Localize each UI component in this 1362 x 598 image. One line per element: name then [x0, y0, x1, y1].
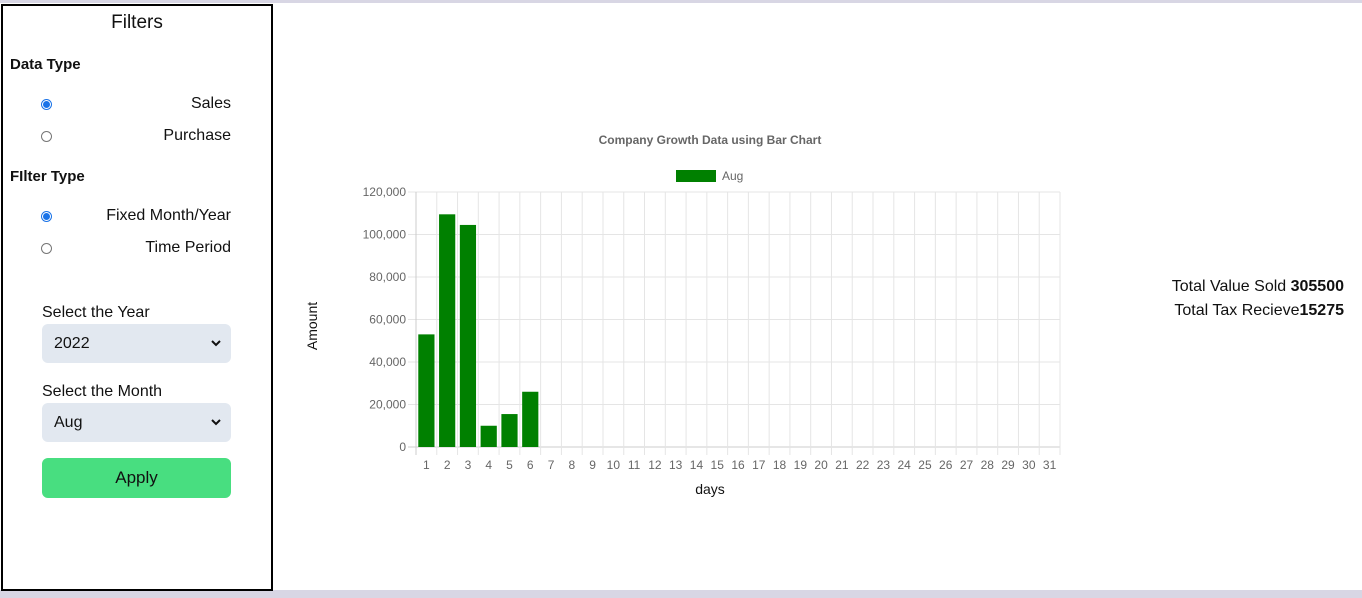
x-tick-label: 13 — [669, 458, 683, 472]
y-axis-ticks: 0 20,000 40,000 60,000 80,000 100,000 120,000 — [363, 185, 407, 454]
x-tick-label: 22 — [856, 458, 870, 472]
x-tick-label: 20 — [814, 458, 828, 472]
year-select[interactable]: 2022 — [42, 324, 231, 363]
year-label: Select the Year — [42, 304, 150, 321]
radio-purchase-label: Purchase — [163, 127, 231, 144]
month-select-value: Aug — [54, 414, 83, 431]
x-tick-label: 30 — [1022, 458, 1036, 472]
x-tick-label: 18 — [773, 458, 787, 472]
x-tick-label: 1 — [423, 458, 430, 472]
x-tick-label: 4 — [485, 458, 492, 472]
x-tick-label: 14 — [690, 458, 704, 472]
radio-time-period-circle[interactable] — [41, 243, 52, 254]
radio-fixed-month-year-label: Fixed Month/Year — [106, 207, 231, 224]
y-tick-label: 60,000 — [369, 313, 406, 327]
radio-sales-circle[interactable] — [41, 99, 52, 110]
x-tick-label: 15 — [711, 458, 725, 472]
chart-title: Company Growth Data using Bar Chart — [599, 133, 822, 147]
x-tick-label: 17 — [752, 458, 766, 472]
y-tick-label: 120,000 — [363, 185, 407, 199]
bar-chart: Company Growth Data using Bar Chart Aug … — [304, 133, 1061, 497]
x-tick-label: 27 — [960, 458, 974, 472]
x-tick-label: 7 — [548, 458, 555, 472]
bar — [480, 425, 497, 447]
chart-grid — [408, 191, 1061, 455]
data-type-heading: Data Type — [10, 56, 81, 73]
x-tick-label: 25 — [918, 458, 932, 472]
bar — [459, 224, 477, 447]
total-tax-amount: 15275 — [1299, 302, 1345, 319]
apply-button[interactable]: Apply — [42, 458, 231, 498]
legend-label: Aug — [722, 169, 743, 183]
total-tax-label: Total Tax Recieve — [1174, 302, 1300, 319]
totals-panel: Total Value Sold 305500 Total Tax Reciev… — [1172, 275, 1344, 323]
radio-purchase-circle[interactable] — [41, 131, 52, 142]
chevron-down-icon — [211, 340, 221, 347]
x-tick-label: 2 — [444, 458, 451, 472]
x-tick-label: 29 — [1001, 458, 1015, 472]
x-tick-label: 3 — [465, 458, 472, 472]
x-tick-label: 23 — [877, 458, 891, 472]
bar — [418, 334, 435, 447]
radio-fixed-month-year[interactable]: Fixed Month/Year — [41, 207, 231, 229]
total-tax-received: Total Tax Recieve15275 — [1172, 299, 1344, 323]
x-tick-label: 5 — [506, 458, 513, 472]
radio-time-period[interactable]: Time Period — [41, 239, 231, 261]
radio-purchase[interactable]: Purchase — [41, 127, 231, 149]
total-value-sold-label: Total Value Sold — [1171, 278, 1291, 295]
bar — [439, 214, 456, 447]
x-tick-label: 12 — [648, 458, 662, 472]
y-tick-label: 100,000 — [363, 228, 407, 242]
legend-swatch — [676, 170, 716, 182]
radio-sales-label: Sales — [190, 95, 231, 112]
y-tick-label: 80,000 — [369, 270, 406, 284]
y-axis-label: Amount — [304, 302, 320, 350]
y-tick-label: 0 — [399, 440, 406, 454]
filters-sidebar: Filters Data Type Sales Purchase FIlter … — [1, 4, 273, 591]
x-axis-ticks: 1 2 3 4 5 6 7 8 9 10 11 12 13 14 15 16 17 18 19 20 21 22 23 24 2… — [423, 458, 1057, 472]
month-label: Select the Month — [42, 383, 163, 400]
y-tick-label: 20,000 — [369, 398, 406, 412]
x-tick-label: 11 — [628, 458, 641, 472]
radio-fixed-month-year-circle[interactable] — [41, 211, 52, 222]
x-tick-label: 8 — [568, 458, 575, 472]
chevron-down-icon — [211, 419, 221, 426]
x-tick-label: 6 — [527, 458, 534, 472]
month-select[interactable]: Aug — [42, 403, 231, 442]
total-value-sold-amount: 305500 — [1290, 278, 1344, 295]
year-select-value: 2022 — [54, 335, 90, 352]
filters-title: Filters — [111, 12, 163, 33]
bar — [522, 391, 539, 447]
filter-type-heading: FIlter Type — [10, 168, 85, 185]
x-tick-label: 28 — [981, 458, 995, 472]
radio-sales[interactable]: Sales — [41, 95, 231, 117]
total-value-sold: Total Value Sold 305500 — [1172, 275, 1344, 299]
x-tick-label: 10 — [607, 458, 621, 472]
x-tick-label: 19 — [794, 458, 808, 472]
x-tick-label: 24 — [898, 458, 912, 472]
x-tick-label: 31 — [1043, 458, 1057, 472]
x-tick-label: 9 — [589, 458, 596, 472]
x-axis-label: days — [695, 481, 725, 497]
x-tick-label: 21 — [835, 458, 849, 472]
y-tick-label: 40,000 — [369, 355, 406, 369]
x-tick-label: 26 — [939, 458, 953, 472]
bar — [501, 414, 518, 447]
page: Filters Data Type Sales Purchase FIlter … — [0, 3, 1362, 591]
chart-bars — [418, 214, 539, 447]
radio-time-period-label: Time Period — [145, 239, 231, 256]
x-tick-label: 16 — [731, 458, 745, 472]
